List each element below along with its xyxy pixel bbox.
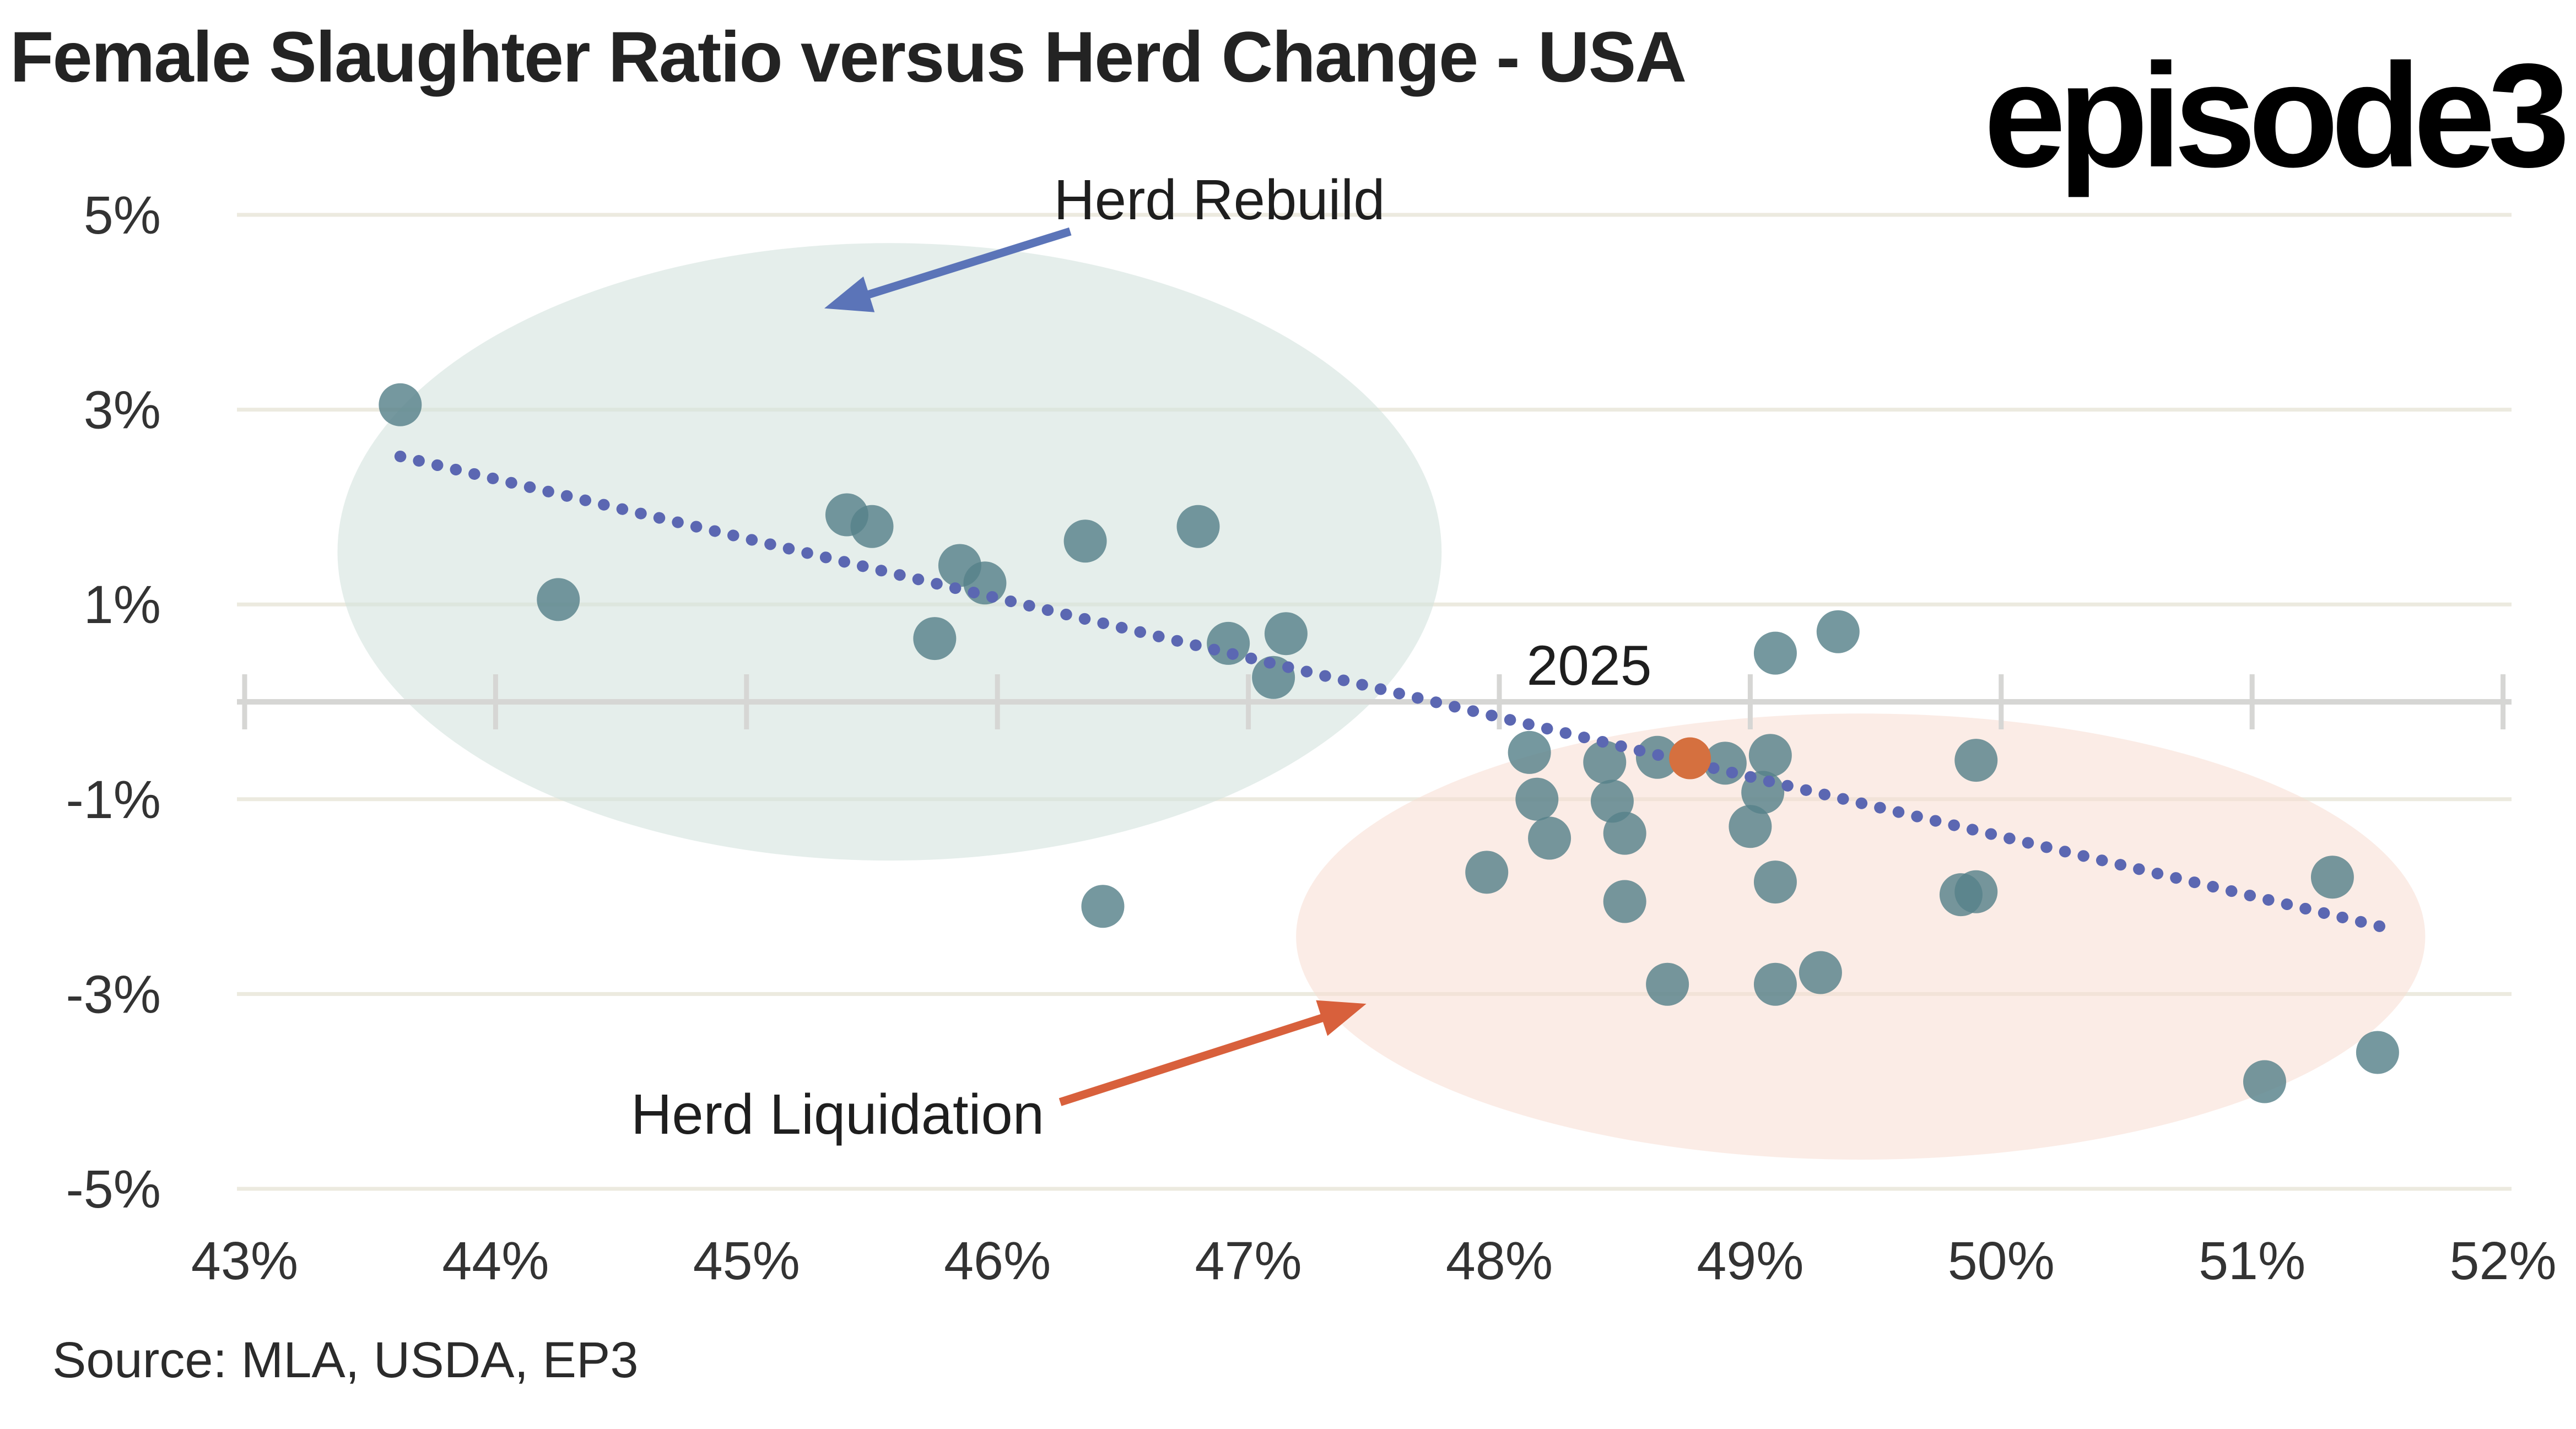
data-point xyxy=(850,505,894,548)
x-tick-label: 45% xyxy=(693,1231,800,1291)
x-tick-label: 49% xyxy=(1697,1231,1803,1291)
data-point xyxy=(963,561,1007,605)
trendline-dotted xyxy=(394,450,2396,935)
herd-rebuild-label: Herd Rebuild xyxy=(1054,168,1385,231)
data-point xyxy=(1729,805,1772,848)
data-point xyxy=(2356,1031,2399,1074)
herd-liquidation-ellipse xyxy=(1296,713,2426,1160)
annotation-labels: Herd Rebuild Herd Liquidation xyxy=(631,168,1385,1146)
x-tick-label: 52% xyxy=(2450,1231,2557,1291)
episode3-logo: episode3 xyxy=(1984,33,2566,199)
data-point xyxy=(1264,612,1308,656)
data-point xyxy=(1508,730,1551,774)
y-tick-label: -3% xyxy=(66,964,161,1024)
data-point xyxy=(1646,962,1689,1006)
data-point xyxy=(913,617,957,661)
rebuild-arrow-head xyxy=(824,276,875,312)
data-point xyxy=(1816,610,1860,653)
rebuild-arrow-line xyxy=(866,227,1072,299)
data-point xyxy=(1515,777,1559,821)
y-tick-label: -1% xyxy=(66,770,161,830)
data-point xyxy=(1603,880,1646,923)
x-tick-label: 47% xyxy=(1195,1231,1302,1291)
data-point xyxy=(2310,856,2354,899)
data-point xyxy=(1081,885,1125,928)
year-2025-label: 2025 xyxy=(1527,634,1652,697)
x-tick-label: 46% xyxy=(944,1231,1051,1291)
data-point xyxy=(1753,962,1797,1006)
highlight-point-layer xyxy=(1669,737,1711,780)
y-tick-label: 1% xyxy=(84,575,161,635)
data-point xyxy=(1176,505,1220,548)
herd-rebuild-ellipse xyxy=(337,243,1442,861)
data-point xyxy=(1528,816,1571,860)
data-point xyxy=(1799,951,1842,994)
x-tick-label: 44% xyxy=(442,1231,549,1291)
y-tick-label: 3% xyxy=(84,380,161,440)
annotation-arrows-layer xyxy=(824,227,1367,1106)
header: Female Slaughter Ratio versus Herd Chang… xyxy=(10,17,2574,199)
x-tick-label: 51% xyxy=(2199,1231,2305,1291)
data-point xyxy=(2243,1060,2286,1103)
data-point xyxy=(1954,870,1998,913)
data-point xyxy=(1954,739,1998,782)
data-point xyxy=(1753,631,1797,675)
trendline-layer xyxy=(394,450,2396,935)
zero-axis-layer xyxy=(237,674,2512,729)
data-point xyxy=(1753,860,1797,904)
x-tick-label: 50% xyxy=(1948,1231,2055,1291)
liquidation-arrow-line xyxy=(1059,1013,1325,1106)
data-point xyxy=(537,578,580,621)
data-point xyxy=(1465,851,1509,894)
data-point xyxy=(1063,519,1107,563)
region-ellipses-layer xyxy=(337,243,2426,1160)
data-point xyxy=(1748,734,1792,777)
x-tick-label: 43% xyxy=(191,1231,298,1291)
source-note: Source: MLA, USDA, EP3 xyxy=(52,1332,639,1388)
tick-labels-layer: 5% 3% 1% -1% -3% -5% 43% 44% 45% 46% 47% 48% 49% 50% 5… xyxy=(66,185,2557,1291)
liquidation-arrow-head xyxy=(1316,1000,1367,1036)
x-tick-label: 48% xyxy=(1446,1231,1553,1291)
y-tick-label: 5% xyxy=(84,185,161,245)
data-point xyxy=(379,383,422,426)
page-title: Female Slaughter Ratio versus Herd Chang… xyxy=(10,17,1686,97)
data-point xyxy=(1583,740,1627,784)
herd-liquidation-label: Herd Liquidation xyxy=(631,1082,1044,1146)
data-point xyxy=(1603,811,1646,855)
data-points-layer xyxy=(379,383,2399,1103)
footer: Source: MLA, USDA, EP3 xyxy=(52,1332,639,1388)
data-point-2025 xyxy=(1669,737,1711,780)
data-point xyxy=(1207,621,1250,665)
y-tick-label: -5% xyxy=(66,1159,161,1219)
